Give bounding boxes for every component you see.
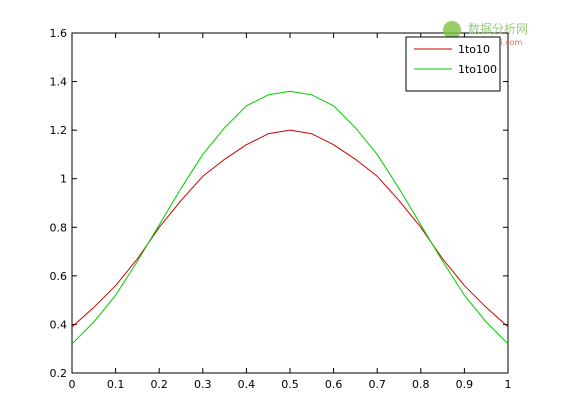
- y-tick-label: 1.2: [50, 124, 68, 137]
- y-tick-label: 1: [60, 173, 67, 186]
- y-tick-label: 0.2: [50, 367, 68, 380]
- y-tick-label: 0.4: [50, 318, 68, 331]
- y-tick-label: 1.6: [50, 27, 68, 40]
- y-tick-label: 0.8: [50, 221, 68, 234]
- legend-label: 1to10: [458, 43, 490, 56]
- x-tick-label: 1: [505, 378, 512, 391]
- watermark-logo: [443, 21, 461, 39]
- x-tick-label: 0.3: [194, 378, 212, 391]
- x-tick-label: 0.2: [150, 378, 168, 391]
- x-tick-label: 0.4: [238, 378, 256, 391]
- line-series: [71, 90, 509, 345]
- x-tick-label: 0.6: [325, 378, 343, 391]
- y-tick-label: 1.4: [50, 76, 68, 89]
- x-tick-label: 0.1: [107, 378, 125, 391]
- watermark-title: 数据分析网: [468, 21, 528, 36]
- x-tick-label: 0.8: [412, 378, 430, 391]
- legend-label: 1to100: [458, 63, 497, 76]
- y-tick-label: 0.6: [50, 270, 68, 283]
- legend-box: [405, 36, 501, 92]
- x-tick-label: 0.7: [368, 378, 386, 391]
- x-tick-label: 0.5: [281, 378, 299, 391]
- x-tick-label: 0.9: [456, 378, 474, 391]
- x-tick-label: 0: [69, 378, 76, 391]
